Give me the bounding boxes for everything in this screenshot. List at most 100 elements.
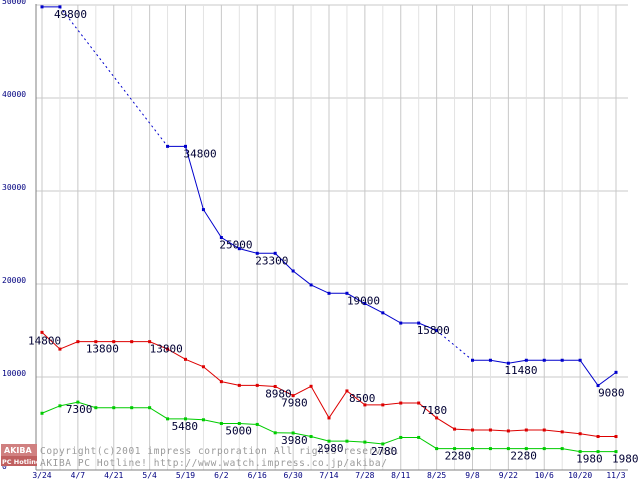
x-tick-label: 9/22 <box>499 471 518 480</box>
series-1-point <box>345 389 349 393</box>
series-1-point <box>237 383 241 387</box>
logo-bottom-text: PC Hotline! <box>2 458 43 466</box>
data-label: 23300 <box>255 254 288 267</box>
series-0-point <box>345 291 349 295</box>
series-2-point <box>166 417 170 421</box>
series-2-point <box>345 439 349 443</box>
series-2-point <box>219 422 223 425</box>
data-label: 9080 <box>598 387 625 400</box>
x-tick-label: 5/4 <box>142 471 157 480</box>
x-tick-label: 11/3 <box>606 471 625 480</box>
series-0-point <box>560 358 564 362</box>
series-1-point <box>309 384 313 388</box>
series-1-point <box>148 340 152 344</box>
series-0-point <box>166 144 170 148</box>
data-label: 19000 <box>347 294 380 307</box>
series-1-point <box>614 435 618 439</box>
series-1-point <box>596 435 600 439</box>
series-2-point <box>40 411 44 415</box>
data-label: 3980 <box>281 434 308 447</box>
series-2-point <box>417 435 421 439</box>
series-1-point <box>166 347 170 351</box>
data-label: 2980 <box>317 442 344 455</box>
site-url-line: AKIBA PC Hotline! http://www.watch.impre… <box>40 458 388 469</box>
series-1-point <box>327 416 331 420</box>
series-2-point <box>76 400 80 404</box>
series-0-point <box>399 321 403 325</box>
series-2-point <box>614 450 618 454</box>
series-1-point <box>399 401 403 405</box>
y-axis-tick-labels: 0 10000 20000 30000 40000 50000 <box>2 0 26 471</box>
data-label: 13800 <box>150 343 183 356</box>
series-0-point <box>542 358 546 362</box>
chart-axes <box>35 4 628 471</box>
data-label: 2280 <box>510 450 537 463</box>
series-2-point <box>488 447 492 451</box>
akiba-logo: AKIBA PC Hotline! <box>1 444 43 466</box>
series-0-point <box>201 208 205 212</box>
x-tick-label: 7/28 <box>355 471 374 480</box>
series-0-point <box>471 358 474 362</box>
series-2-point <box>201 418 205 422</box>
data-label: 2780 <box>371 445 398 458</box>
data-label: 7980 <box>281 397 308 410</box>
series-1-point <box>112 340 116 344</box>
logo-top-text: AKIBA <box>4 446 32 455</box>
y-tick-label: 50000 <box>2 0 26 6</box>
x-axis-tick-labels: 3/24 4/7 4/21 5/4 5/19 6/2 6/16 6/30 7/14 7/28 8/1… <box>32 471 625 480</box>
series-1-point <box>381 403 385 407</box>
series-1-point <box>524 428 528 432</box>
series-2-point <box>148 406 152 410</box>
series-0-point <box>417 321 421 325</box>
series-0-point <box>291 269 295 273</box>
series-1-point <box>219 380 223 384</box>
x-tick-label: 10/20 <box>568 471 592 480</box>
series-2-point <box>112 406 116 410</box>
series-2-point <box>524 447 528 451</box>
data-label: 13800 <box>86 343 119 356</box>
series-1-point <box>255 383 259 387</box>
series-0-dashed-link <box>59 6 168 147</box>
y-tick-label: 20000 <box>2 276 26 285</box>
series-0-point <box>435 329 439 332</box>
copyright-line: Copyright(c)2001 impress corporation All… <box>40 446 400 457</box>
x-tick-label: 10/6 <box>535 471 554 480</box>
x-tick-label: 6/16 <box>248 471 267 480</box>
series-0-point <box>309 283 313 287</box>
series-2-point <box>327 439 331 443</box>
series-0-point <box>58 5 62 9</box>
data-label: 11480 <box>504 364 537 377</box>
series-0-point <box>219 236 223 239</box>
series-1-point <box>578 432 582 436</box>
series-2-point <box>453 447 457 451</box>
x-tick-label: 7/14 <box>319 471 338 480</box>
data-label: 2280 <box>445 450 472 463</box>
series-2-point <box>94 406 98 410</box>
y-tick-label: 10000 <box>2 369 26 378</box>
series-1-point <box>291 394 295 398</box>
series-2-point <box>255 422 259 426</box>
series-1-point <box>184 357 187 361</box>
series-0-point <box>596 384 600 388</box>
series-1-point <box>506 429 510 433</box>
series-1-point <box>201 365 205 369</box>
data-label: 8980 <box>265 387 292 400</box>
data-label: 14800 <box>28 334 61 347</box>
x-tick-label: 3/24 <box>32 471 51 480</box>
series-1-point <box>471 428 474 432</box>
data-label: 5480 <box>172 420 199 433</box>
series-2-point <box>381 442 385 446</box>
series-0-point <box>488 358 492 362</box>
series-2-point <box>542 447 546 451</box>
series-0-point <box>237 247 241 251</box>
series-0-point <box>327 291 331 295</box>
series-0-point <box>184 144 187 148</box>
series-0-line <box>167 145 437 331</box>
data-label: 15800 <box>417 324 450 337</box>
series-2-point <box>560 447 564 451</box>
x-tick-label: 5/19 <box>176 471 195 480</box>
series-2-point <box>471 447 474 451</box>
series-0-point <box>578 358 582 362</box>
series-2-point <box>596 450 600 454</box>
series-0-point <box>614 370 618 374</box>
